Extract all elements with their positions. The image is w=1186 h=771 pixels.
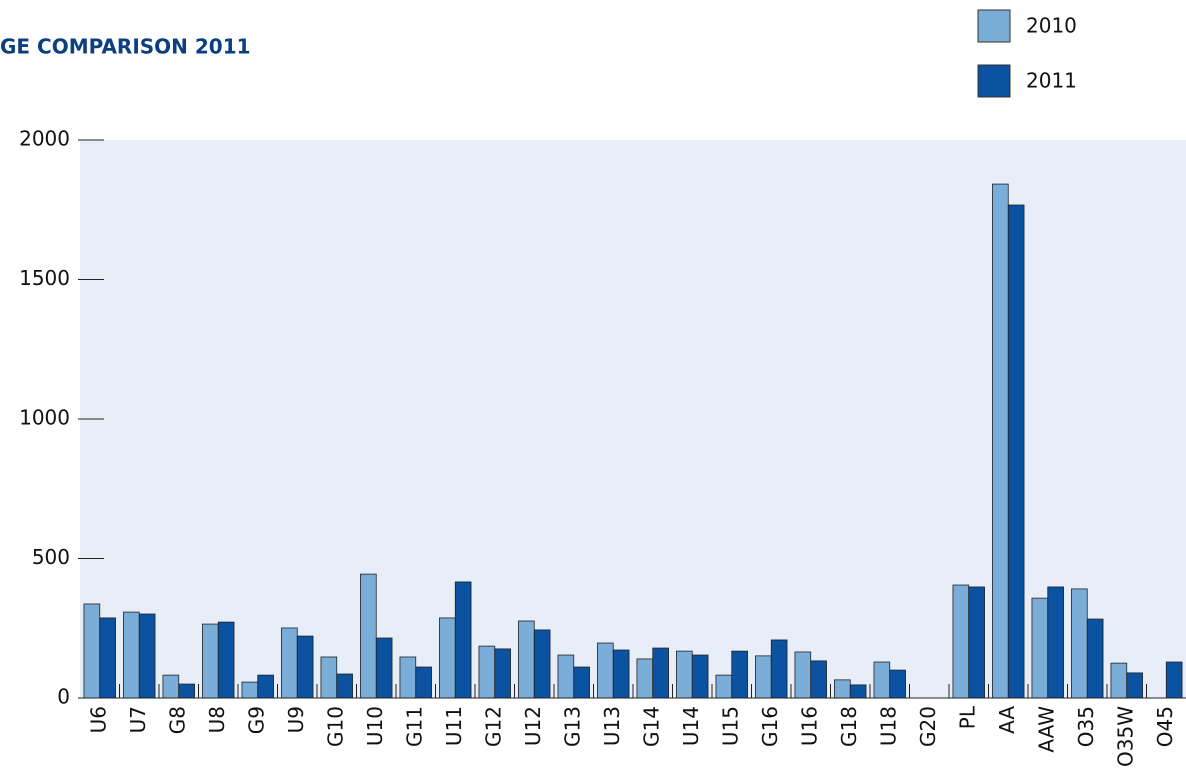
x-tick-label: U7 [126, 706, 150, 733]
x-tick-label: U12 [521, 706, 545, 746]
bar [439, 617, 456, 699]
x-tick-label: U10 [363, 706, 387, 746]
bar [1110, 662, 1128, 699]
bar [612, 649, 630, 699]
chart-title: GE COMPARISON 2011 [0, 35, 251, 59]
x-tick-label: G8 [165, 706, 189, 734]
bar [138, 613, 156, 699]
x-tick-label: G20 [916, 706, 940, 747]
bar [1071, 588, 1088, 699]
y-tick-label: 2000 [19, 127, 70, 151]
bar [478, 645, 496, 699]
legend-swatch [977, 64, 1011, 98]
bar [399, 656, 417, 699]
y-tick-label: 500 [32, 545, 70, 569]
x-tick-label: G14 [639, 706, 663, 747]
bar [573, 666, 590, 699]
x-tick-label: O35 [1074, 706, 1098, 747]
bar [597, 642, 614, 699]
x-tick-label: G18 [837, 706, 861, 747]
x-tick-label: U14 [679, 706, 703, 746]
bar [83, 603, 101, 699]
y-tick-label: 0 [57, 685, 70, 709]
bar [636, 658, 654, 699]
bar [336, 673, 353, 699]
bar [415, 666, 432, 699]
bar [715, 674, 733, 699]
bar [652, 647, 669, 699]
x-tick-label: G16 [758, 706, 782, 747]
bar [454, 581, 472, 699]
bar [123, 611, 140, 699]
bar [849, 684, 867, 699]
bar [770, 639, 788, 699]
bar [99, 617, 116, 699]
bar [1165, 661, 1183, 699]
bar [755, 655, 772, 699]
bar [162, 674, 180, 699]
x-tick-label: G12 [481, 706, 505, 747]
bar [281, 627, 298, 699]
x-tick-label: U16 [797, 706, 821, 746]
bar [952, 584, 970, 699]
bar [320, 656, 338, 699]
bar [360, 573, 377, 699]
y-tick-label: 1500 [19, 266, 70, 290]
bar [810, 660, 827, 699]
bar [992, 183, 1009, 699]
x-tick-label: G13 [560, 706, 584, 747]
x-tick-label: U6 [86, 706, 110, 733]
x-tick-label: U8 [205, 706, 229, 733]
bar [557, 654, 575, 699]
bar [518, 620, 535, 699]
legend-label: 2011 [1026, 69, 1077, 93]
x-tick-label: G10 [323, 706, 347, 747]
x-tick-label: O35W [1113, 706, 1137, 767]
y-tick-label: 1000 [19, 406, 70, 430]
bar [494, 648, 511, 699]
bar [834, 679, 851, 699]
bar [1007, 204, 1025, 699]
bar [375, 637, 393, 699]
legend-swatch [977, 9, 1011, 43]
x-tick-label: U18 [876, 706, 900, 746]
x-tick-label: U9 [284, 706, 308, 733]
bar [873, 661, 891, 699]
bar [889, 669, 906, 699]
x-tick-label: AAW [1034, 706, 1058, 753]
bar [257, 674, 274, 699]
bar [202, 623, 219, 699]
bar [296, 635, 314, 699]
bar [178, 683, 195, 699]
bar [533, 629, 551, 699]
x-tick-label: O45 [1153, 706, 1177, 747]
bar [691, 654, 709, 699]
bar [1126, 672, 1143, 699]
bar [217, 621, 235, 699]
bar [968, 586, 985, 699]
bar [1031, 597, 1049, 699]
bar [676, 650, 693, 699]
bar [794, 651, 812, 699]
x-tick-label: AA [995, 706, 1019, 734]
bar [1047, 586, 1064, 699]
x-tick-label: G11 [402, 706, 426, 747]
x-tick-label: G9 [244, 706, 268, 734]
bar [1086, 618, 1104, 699]
x-tick-label: PL [955, 705, 979, 729]
bar [731, 650, 748, 699]
legend-label: 2010 [1026, 14, 1077, 38]
x-tick-label: U13 [600, 706, 624, 746]
x-tick-label: U11 [442, 706, 466, 746]
bar [241, 681, 259, 699]
x-tick-label: U15 [718, 706, 742, 746]
